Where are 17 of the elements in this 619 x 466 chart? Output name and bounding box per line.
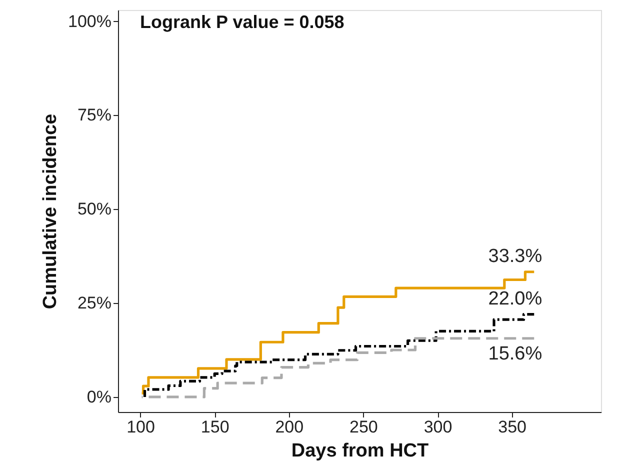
x-tick-label: 100 (126, 418, 155, 436)
y-tick-label: 25% (77, 294, 112, 313)
data-label: 22.0% (488, 288, 542, 310)
x-tick-label: 150 (200, 418, 230, 436)
x-axis-title: Days from HCT (291, 440, 430, 462)
y-tick-label: 0% (86, 387, 112, 406)
annotation: Logrank P value = 0.058 (140, 12, 344, 32)
x-tick-label: 300 (424, 418, 452, 436)
y-axis-title: Cumulative incidence (40, 114, 62, 310)
y-tick-label: 100% (68, 12, 112, 31)
x-tick-label: 350 (498, 418, 527, 436)
data-label: 15.6% (488, 343, 542, 364)
x-tick-label: 200 (275, 418, 304, 436)
y-tick-label: 50% (77, 200, 112, 219)
y-tick-label: 75% (77, 106, 112, 125)
data-label: 33.3% (488, 246, 542, 267)
x-tick-label: 250 (350, 418, 378, 436)
